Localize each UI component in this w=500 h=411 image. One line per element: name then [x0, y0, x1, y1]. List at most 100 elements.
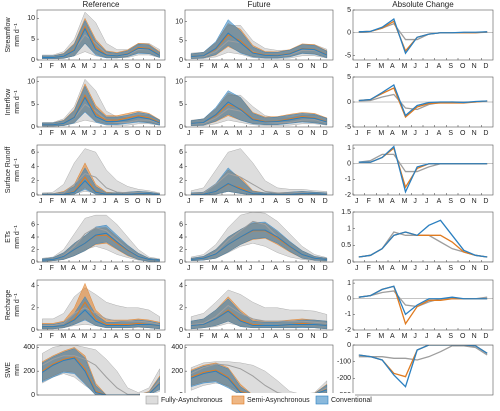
axes-frame: [36, 9, 166, 61]
y-tick-label: -2: [345, 327, 351, 334]
x-tick-label: A: [114, 265, 119, 272]
x-tick-label: N: [310, 198, 315, 205]
x-tick-label: N: [472, 130, 477, 137]
x-tick-label: J: [39, 63, 43, 70]
x-tick-label: F: [199, 130, 203, 137]
x-tick-label: J: [425, 198, 429, 205]
x-tick-label: A: [273, 333, 278, 340]
x-tick-label: S: [286, 130, 291, 137]
y-tick-label: 4: [179, 282, 183, 289]
y-tick-label: 2: [179, 178, 183, 185]
x-tick-label: D: [156, 265, 161, 272]
x-tick-label: M: [212, 265, 218, 272]
x-tick-label: F: [199, 333, 203, 340]
band: [42, 19, 160, 59]
x-tick-label: D: [323, 198, 328, 205]
x-tick-label: A: [437, 63, 442, 70]
median-line: [191, 103, 327, 124]
x-tick-label: S: [286, 265, 291, 272]
x-tick-label: O: [135, 265, 141, 272]
x-tick-label: F: [367, 265, 371, 272]
axes-frame: [36, 211, 166, 263]
x-tick-label: S: [448, 63, 453, 70]
x-tick-label: F: [50, 63, 54, 70]
y-axis-label: mm d⁻¹: [14, 225, 21, 249]
x-tick-label: S: [124, 265, 129, 272]
y-tick-label: 0: [347, 99, 351, 106]
panel: 00.511.5J F M A M J J A S O N D: [341, 209, 494, 272]
y-tick-label: 5: [179, 101, 183, 108]
x-tick-label: D: [323, 130, 328, 137]
x-tick-label: A: [114, 333, 119, 340]
x-tick-label: S: [448, 198, 453, 205]
axes-frame: [184, 9, 334, 61]
x-tick-label: A: [71, 265, 76, 272]
x-tick-label: D: [156, 130, 161, 137]
x-tick-label: O: [135, 198, 141, 205]
x-tick-label: A: [273, 130, 278, 137]
x-tick-label: J: [187, 198, 191, 205]
y-tick-label: 4: [31, 282, 35, 289]
x-tick-label: J: [103, 265, 107, 272]
x-tick-label: O: [298, 265, 304, 272]
band: [190, 90, 328, 126]
x-tick-label: D: [156, 198, 161, 205]
y-axis-label: mm d⁻¹: [14, 90, 21, 114]
x-tick-label: A: [114, 198, 119, 205]
x-tick-label: A: [437, 265, 442, 272]
y-tick-label: 1: [347, 145, 351, 152]
y-tick-label: 6: [31, 221, 35, 228]
x-tick-label: S: [124, 333, 129, 340]
x-tick-label: J: [425, 130, 429, 137]
x-tick-label: A: [224, 265, 229, 272]
y-axis-label: Surface Runoff: [5, 147, 12, 194]
axes-frame: [352, 279, 494, 331]
x-tick-label: A: [273, 63, 278, 70]
x-tick-label: J: [92, 265, 96, 272]
x-tick-label: J: [187, 333, 191, 340]
band: [190, 167, 328, 195]
x-tick-label: D: [323, 333, 328, 340]
axes-frame: [184, 76, 334, 128]
x-tick-label: A: [390, 333, 395, 340]
y-axis-label: mm d⁻¹: [14, 158, 21, 182]
x-tick-label: S: [124, 63, 129, 70]
y-tick-label: 200: [171, 368, 183, 375]
x-tick-label: J: [261, 130, 265, 137]
x-tick-label: F: [367, 63, 371, 70]
y-tick-label: 5: [31, 36, 35, 43]
plot-area: [42, 214, 160, 262]
x-tick-label: J: [103, 333, 107, 340]
x-tick-label: J: [261, 333, 265, 340]
x-tick-label: M: [60, 265, 66, 272]
x-tick-label: N: [472, 265, 477, 272]
y-tick-label: 4: [179, 163, 183, 170]
x-tick-label: N: [472, 63, 477, 70]
x-tick-label: F: [199, 63, 203, 70]
x-tick-label: O: [460, 130, 466, 137]
axes-frame: [36, 344, 166, 396]
x-tick-label: J: [92, 333, 96, 340]
x-tick-label: M: [60, 63, 66, 70]
y-tick-label: 0: [31, 259, 35, 266]
y-tick-label: 0: [31, 124, 35, 131]
y-tick-label: 1: [347, 280, 351, 287]
legend-background: [140, 393, 355, 407]
x-tick-label: J: [355, 63, 359, 70]
y-tick-label: 4: [31, 163, 35, 170]
x-tick-label: S: [448, 130, 453, 137]
median-line: [191, 304, 327, 325]
axes-frame: [36, 76, 166, 128]
x-tick-label: J: [413, 130, 417, 137]
plot-area: [353, 145, 493, 194]
y-tick-label: 6: [31, 149, 35, 156]
axes-frame: [352, 76, 494, 128]
x-tick-label: J: [425, 333, 429, 340]
x-tick-label: N: [472, 333, 477, 340]
y-tick-label: 5: [179, 38, 183, 45]
x-tick-label: A: [114, 130, 119, 137]
plot-area: [353, 18, 493, 55]
